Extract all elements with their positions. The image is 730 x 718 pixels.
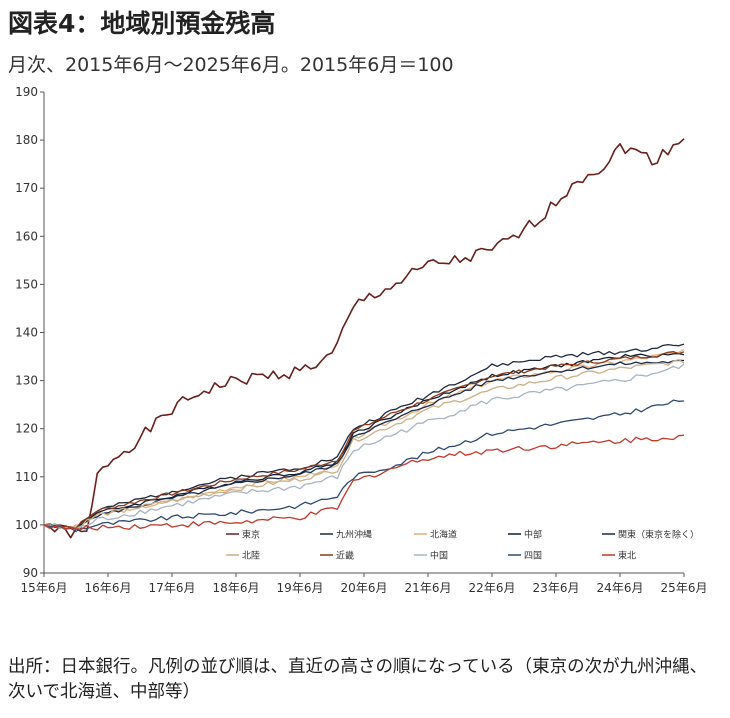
legend-label-10: 東北 (618, 550, 636, 562)
x-tick-label: 21年6月 (405, 581, 452, 595)
series-line-8 (43, 363, 685, 530)
y-tick-label: 180 (15, 133, 38, 147)
legend-label-3: 北海道 (430, 529, 457, 541)
source-note: 出所：日本銀行。凡例の並び順は、直近の高さの順になっている（東京の次が九州沖縄、… (8, 657, 708, 702)
legend-label-2: 九州沖縄 (336, 529, 372, 541)
y-tick-label: 100 (15, 518, 38, 532)
y-tick-label: 110 (15, 470, 38, 484)
legend-label-4: 中部 (524, 529, 542, 541)
y-tick-label: 130 (15, 374, 38, 388)
legend-label-9: 四国 (524, 551, 542, 562)
x-tick-label: 17年6月 (149, 581, 196, 595)
series-line-6 (43, 358, 685, 530)
y-tick-label: 90 (23, 566, 38, 580)
x-tick-label: 24年6月 (597, 581, 644, 595)
y-tick-label: 120 (15, 422, 38, 436)
chart-subtitle: 月次、2015年6月〜2025年6月。2015年6月＝100 (8, 54, 454, 76)
x-tick-label: 25年6月 (661, 581, 708, 595)
legend-label-7: 近畿 (336, 550, 354, 562)
x-tick-label: 16年6月 (85, 581, 132, 595)
y-tick-label: 170 (15, 181, 38, 195)
chart-title: 図表4：地域別預金残高 (8, 9, 276, 38)
x-tick-label: 19年6月 (277, 581, 324, 595)
legend-label-8: 中国 (430, 550, 448, 562)
y-tick-label: 190 (15, 85, 38, 99)
series-line-10 (43, 434, 685, 531)
legend-label-6: 北陸 (242, 550, 260, 562)
x-tick-label: 18年6月 (213, 581, 260, 595)
y-tick-label: 140 (15, 326, 38, 340)
x-tick-label: 22年6月 (469, 581, 516, 595)
series-line-4 (43, 352, 685, 529)
y-tick-label: 150 (15, 277, 38, 291)
x-tick-label: 20年6月 (341, 581, 388, 595)
series-line-9 (43, 399, 685, 533)
series-line-7 (43, 350, 685, 530)
legend-label-1: 東京 (242, 529, 260, 541)
x-tick-label: 15年6月 (21, 581, 68, 595)
x-tick-label: 23年6月 (533, 581, 580, 595)
legend-label-5: 関東（東京を除く） (618, 529, 699, 541)
series-line-3 (43, 348, 685, 529)
y-tick-label: 160 (15, 229, 38, 243)
series-line-1 (43, 138, 685, 539)
line-chart: 90 100 110 120 130 140 150 160 170 180 190 15年6月 16年… (15, 85, 708, 595)
